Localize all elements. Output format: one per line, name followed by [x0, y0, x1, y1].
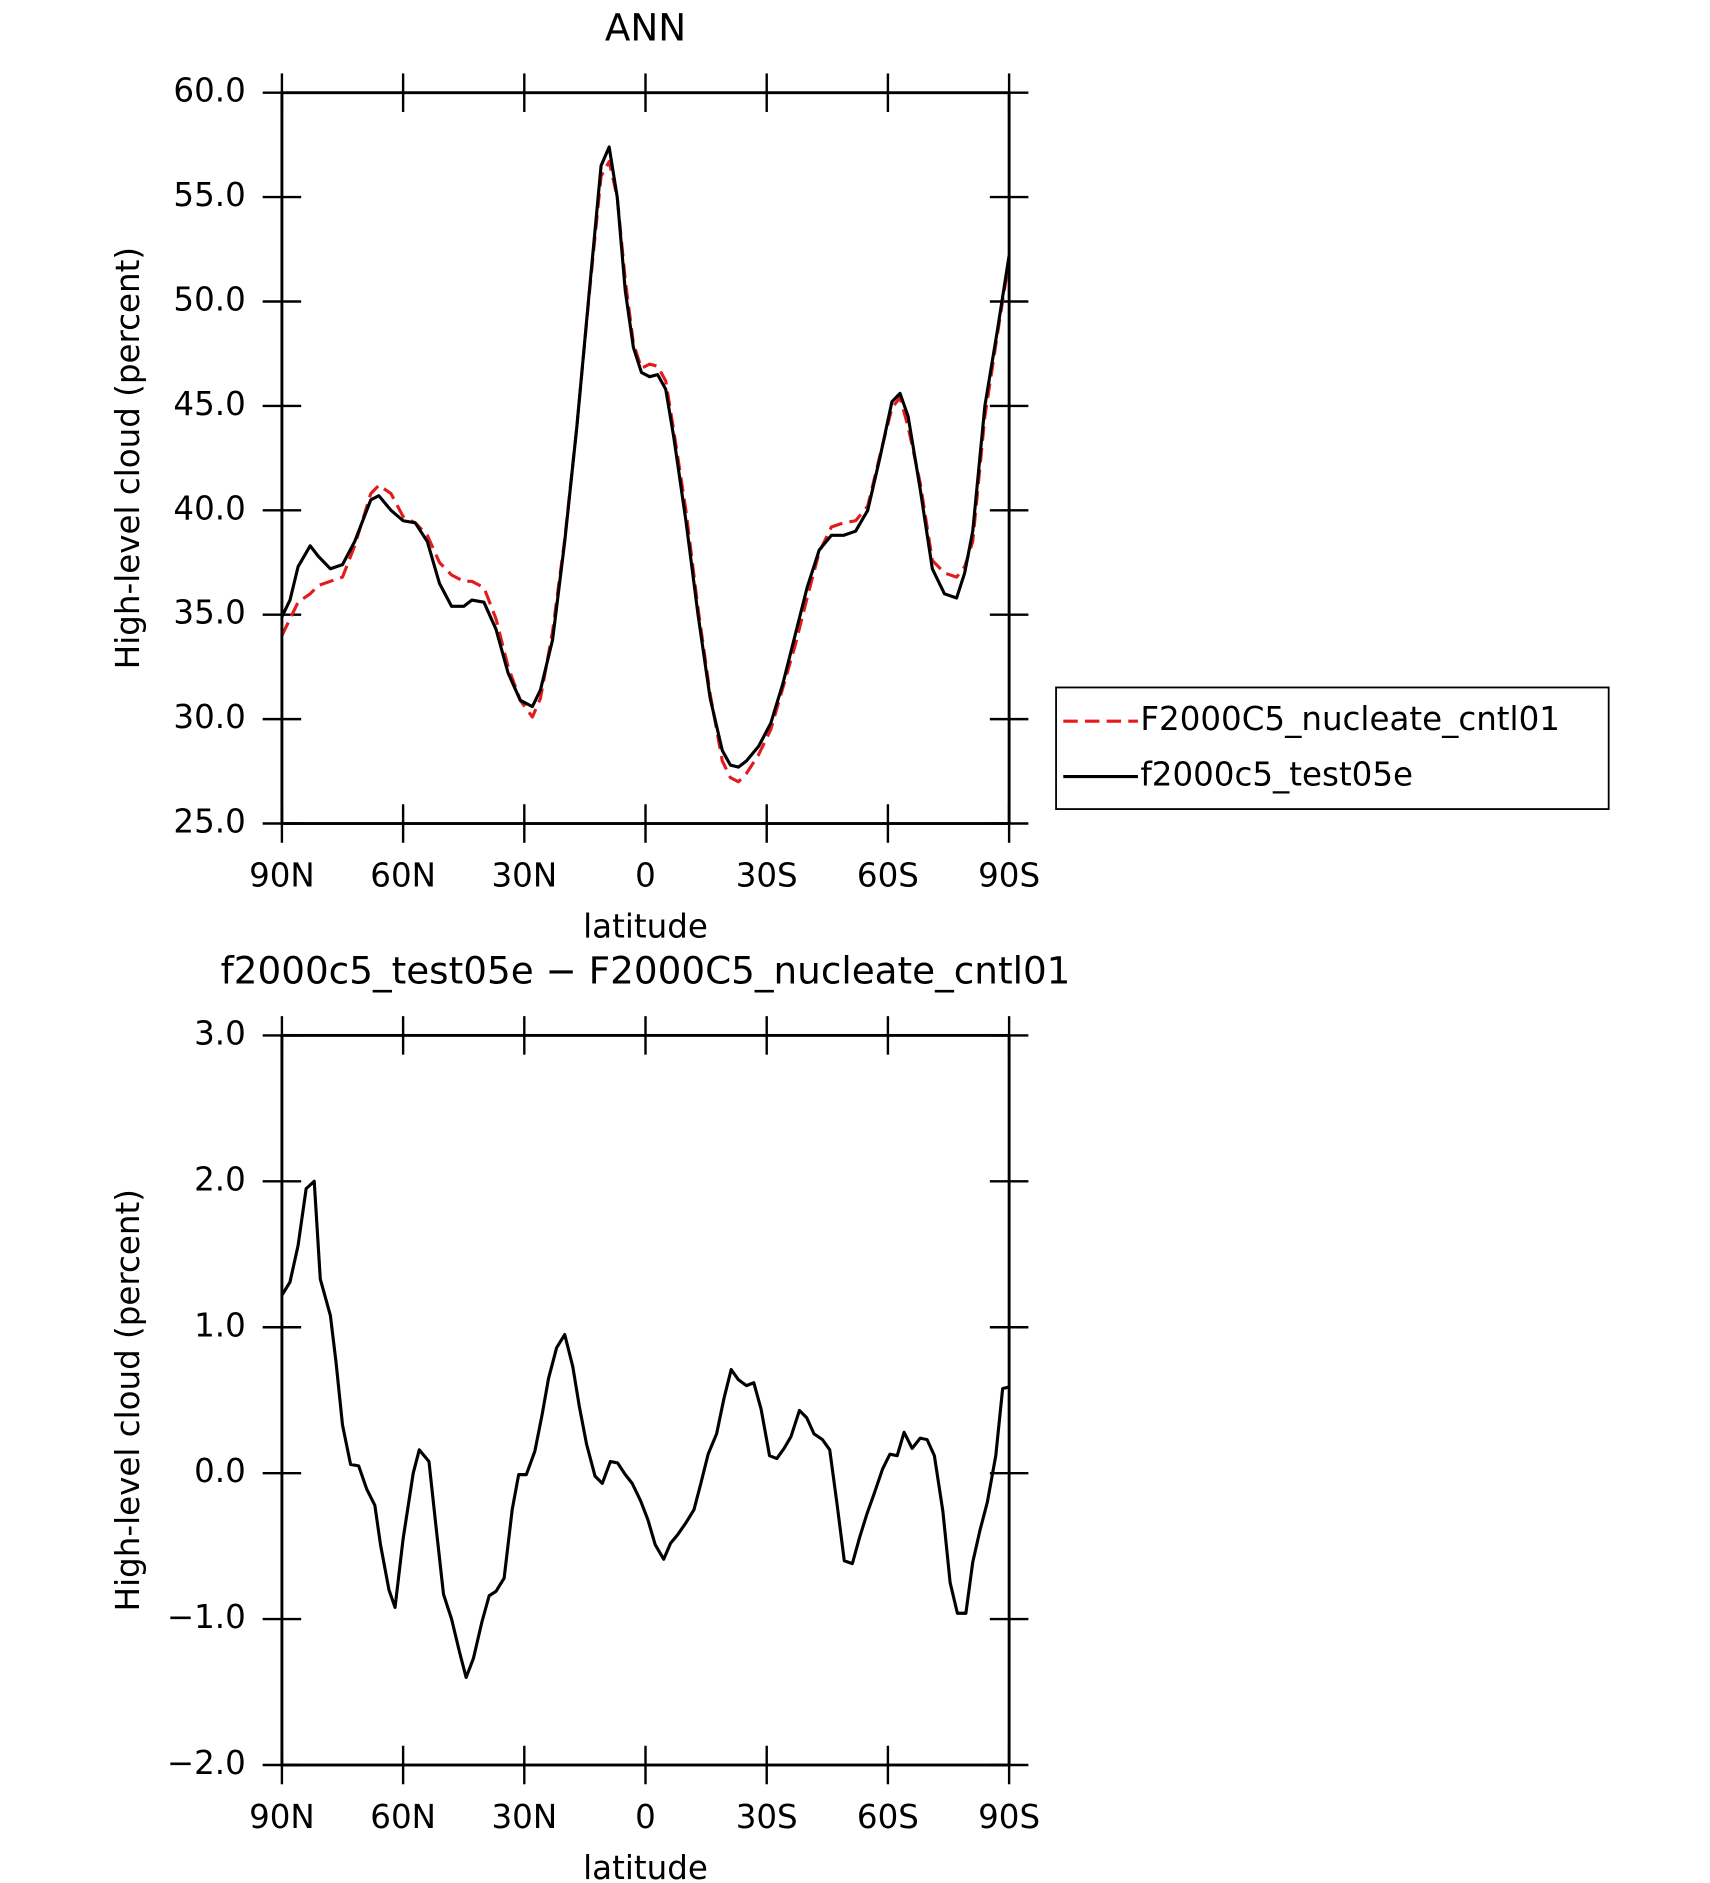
y-tick-label: 40.0 — [173, 489, 245, 527]
data-line — [280, 160, 1011, 784]
data-line — [280, 145, 1011, 769]
y-tick-label: 55.0 — [173, 176, 245, 214]
x-tick-label: 90N — [249, 1798, 315, 1836]
legend-label: F2000C5_nucleate_cntl01 — [1140, 700, 1560, 738]
y-tick-label: −1.0 — [167, 1598, 246, 1636]
y-tick-label: −2.0 — [167, 1744, 246, 1782]
y-tick-label: 1.0 — [194, 1306, 246, 1344]
x-tick-label: 60S — [857, 1798, 919, 1836]
y-tick-label: 50.0 — [173, 281, 245, 319]
x-tick-label: 60N — [370, 857, 436, 895]
data-line — [280, 1179, 1010, 1680]
chart-title: f2000c5_test05e − F2000C5_nucleate_cntl0… — [221, 948, 1071, 992]
y-tick-label: 0.0 — [194, 1452, 246, 1490]
x-tick-label: 90S — [978, 1798, 1040, 1836]
x-tick-label: 0 — [635, 857, 656, 895]
y-tick-label: 25.0 — [173, 803, 245, 841]
legend-box — [1055, 686, 1610, 810]
plot-frame — [280, 91, 1011, 825]
y-axis-label: High-level cloud (percent) — [109, 247, 147, 669]
y-tick-label: 60.0 — [173, 72, 245, 110]
chart-title: ANN — [605, 6, 686, 50]
y-axis-label: High-level cloud (percent) — [109, 1189, 147, 1611]
x-tick-label: 90N — [249, 857, 315, 895]
x-tick-label: 30N — [491, 1798, 557, 1836]
plot-frame — [280, 1033, 1011, 1767]
y-tick-label: 3.0 — [194, 1014, 246, 1052]
x-tick-label: 60S — [857, 857, 919, 895]
x-tick-label: 60N — [370, 1798, 436, 1836]
x-axis-label: latitude — [583, 1849, 708, 1883]
y-tick-label: 2.0 — [194, 1160, 246, 1198]
x-tick-label: 90S — [978, 857, 1040, 895]
x-tick-label: 30S — [736, 1798, 798, 1836]
legend-label: f2000c5_test05e — [1140, 756, 1413, 794]
x-tick-label: 0 — [635, 1798, 656, 1836]
y-tick-label: 45.0 — [173, 385, 245, 423]
x-tick-label: 30N — [491, 857, 557, 895]
x-axis-label: latitude — [583, 907, 708, 945]
x-tick-label: 30S — [736, 857, 798, 895]
y-tick-label: 30.0 — [173, 698, 245, 736]
y-tick-label: 35.0 — [173, 594, 245, 632]
